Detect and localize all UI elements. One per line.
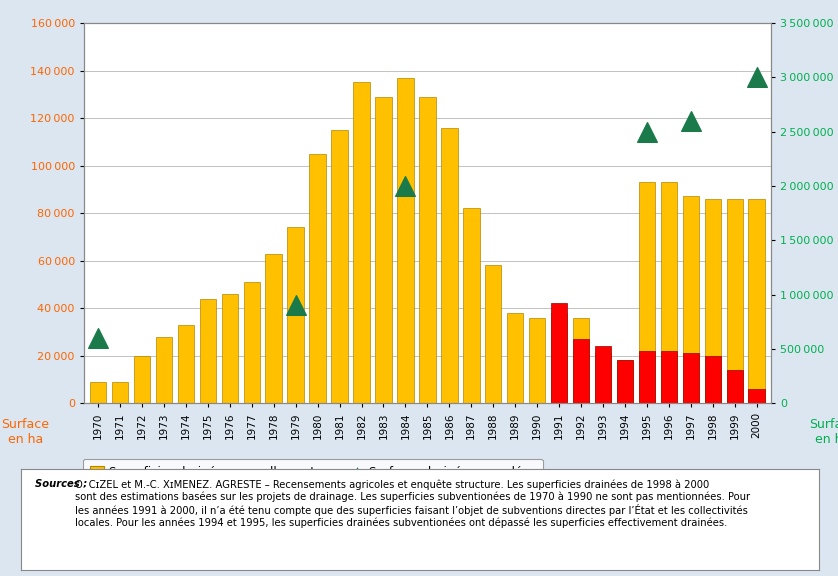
Bar [221,294,238,403]
Text: Surface
en ha: Surface en ha [809,418,838,446]
Bar [309,154,326,403]
Bar [90,382,106,403]
Bar [660,182,677,403]
Bar [617,361,634,403]
Surfaces drainées cumulées [750,73,763,82]
Text: Surface
en ha: Surface en ha [2,418,49,446]
Surfaces drainées cumulées [684,116,697,126]
Bar [573,318,589,403]
Bar [266,253,282,403]
Bar [683,196,699,403]
Bar [705,199,721,403]
Surfaces drainées cumulées [640,127,654,137]
Bar [727,370,743,403]
Text: O. CɪZEL et M.-C. XɪMENEZ. AGRESTE – Recensements agricoles et enquête structure: O. CɪZEL et M.-C. XɪMENEZ. AGRESTE – Rec… [75,479,751,528]
Bar [244,282,260,403]
Bar [287,228,304,403]
Surfaces drainées cumulées [91,334,105,343]
Bar [485,266,501,403]
Bar [551,313,567,403]
Bar [397,78,414,403]
Bar [507,313,524,403]
Bar [199,298,216,403]
Bar [705,356,721,403]
Bar [419,97,436,403]
Bar [660,351,677,403]
Bar [639,182,655,403]
Bar [727,199,743,403]
Bar [683,353,699,403]
Bar [748,199,765,403]
Legend: Superficies drainées annuellement, dont superficies subventionées (E+CL), Surfac: Superficies drainées annuellement, dont … [83,458,543,505]
Bar [529,318,546,403]
Surfaces drainées cumulées [399,181,412,191]
Bar [551,304,567,403]
Bar [178,325,194,403]
Bar [441,128,458,403]
Bar [639,351,655,403]
Bar [134,356,150,403]
Bar [111,382,128,403]
Bar [617,361,634,403]
Bar [375,97,391,403]
Bar [156,336,172,403]
Bar [595,353,611,403]
Surfaces drainées cumulées [289,301,303,310]
Bar [331,130,348,403]
Bar [595,346,611,403]
Bar [354,82,370,403]
Bar [748,389,765,403]
Bar [573,339,589,403]
Text: Sources :: Sources : [35,479,91,489]
Bar [463,209,479,403]
